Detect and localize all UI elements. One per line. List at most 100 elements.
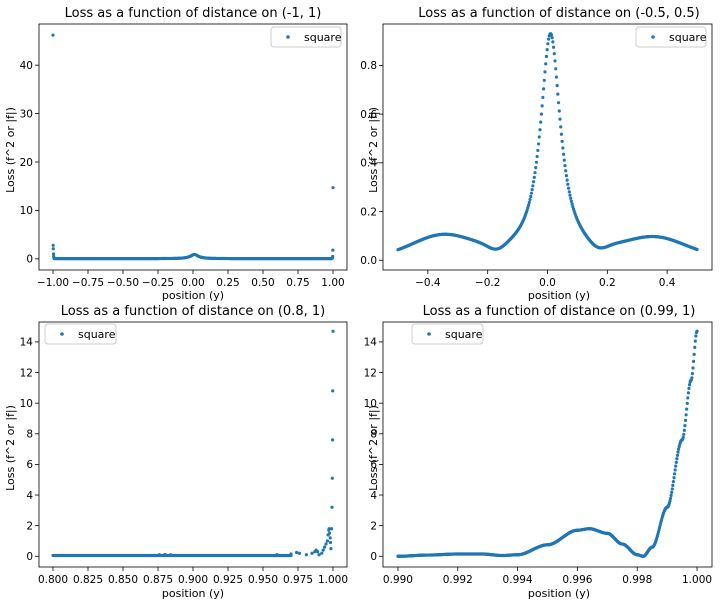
data-point [565,178,569,182]
subplot-title: Loss as a function of distance on (-0.5,… [418,6,700,21]
data-point [541,95,545,100]
x-tick-label: 1.00 [321,277,344,289]
x-tick-label: 0.850 [108,574,138,586]
data-point [542,78,546,82]
legend-marker-icon [651,35,655,39]
y-tick-label: 2 [370,520,377,532]
x-tick-label: 1.000 [318,574,348,586]
axes-frame: −0.4 −0.2 0.0 0.2 0.4 0.0 0.2 0.4 0.6 0.8 [360,23,713,289]
scatter-points [51,329,335,558]
data-point [275,553,279,557]
x-axis-label: position (y) [162,587,224,600]
data-point [331,389,335,393]
x-tick-label: 0.2 [599,277,616,289]
x-tick-label: 0.800 [38,574,68,586]
data-point [551,40,555,44]
data-point [330,476,334,480]
data-point [569,199,574,203]
y-tick-label: 10 [364,398,377,410]
x-tick-label: 0.825 [73,574,103,586]
y-tick-label: 0.0 [360,255,377,267]
data-point [568,193,572,197]
legend-label: square [304,31,342,44]
data-point [564,174,569,178]
data-point [557,109,561,113]
data-point [546,42,550,46]
data-point [316,550,320,554]
x-tick-label: −0.25 [142,277,174,289]
data-point [675,453,680,457]
data-point [331,186,335,190]
legend: square [270,26,342,48]
x-tick-label: 1.000 [682,574,712,586]
data-point [51,247,55,251]
x-tick-label: −0.2 [475,277,501,289]
data-point [51,33,55,37]
legend-marker-icon [427,332,431,336]
y-tick-label: 10 [20,398,33,410]
data-point [682,432,686,436]
data-point [672,472,677,476]
data-point [531,180,536,184]
data-point [169,553,173,557]
data-point [685,401,689,405]
y-tick-label: 4 [26,490,33,502]
data-point [683,418,688,423]
y-tick-label: 4 [370,490,377,502]
scatter-points [51,33,335,261]
data-point [566,186,571,190]
data-point [310,551,314,555]
y-tick-label: 14 [20,337,34,349]
y-tick-label: 40 [20,60,33,72]
data-point [330,438,335,442]
data-point [683,424,687,428]
data-point [686,391,691,395]
y-tick-label: 0 [26,254,33,266]
x-tick-label: −0.50 [107,277,139,289]
axes-border [382,321,713,568]
axes-frame: 0.990 0.992 0.994 0.996 0.998 1.000 0 2 4 6 8 10 12 1… [364,321,713,586]
x-tick-label: 0.996 [562,574,592,586]
data-point [562,158,566,162]
data-point [551,45,556,49]
data-point [561,152,566,156]
y-tick-label: 0.2 [360,206,377,218]
x-tick-label: 0.990 [383,574,413,586]
x-tick-label: 0.900 [178,574,208,586]
x-tick-label: −0.4 [415,277,441,289]
data-point [555,83,559,88]
data-point [671,480,676,484]
data-point [671,483,675,487]
data-point [317,553,321,557]
data-point [668,496,673,501]
data-point [330,527,334,531]
data-point [157,553,161,557]
y-tick-label: 0.4 [360,158,377,170]
data-point [530,188,534,192]
legend-box [411,323,484,345]
data-point [331,329,335,333]
data-point [559,132,564,136]
x-axis-label: position (y) [528,289,590,302]
data-point [550,36,554,40]
data-point [560,139,564,143]
data-point [539,112,544,116]
subplot-top-right: Loss as a function of distance on (-0.5,… [360,6,713,302]
data-point [540,104,544,108]
y-tick-label: 0.8 [360,60,377,72]
y-tick-label: 8 [370,429,377,441]
data-point [693,345,697,350]
legend-box [44,323,117,345]
subplot-title: Loss as a function of distance on (-1, 1… [65,6,322,21]
data-point [554,67,558,71]
data-point [321,548,325,552]
data-point [569,196,573,200]
data-point [526,206,530,210]
data-point [559,125,563,129]
data-point [690,372,695,376]
y-tick-label: 0 [26,551,33,563]
legend-marker-icon [286,35,290,39]
scatter-points [396,329,699,558]
data-point [554,75,559,79]
y-tick-label: 0 [370,551,377,563]
